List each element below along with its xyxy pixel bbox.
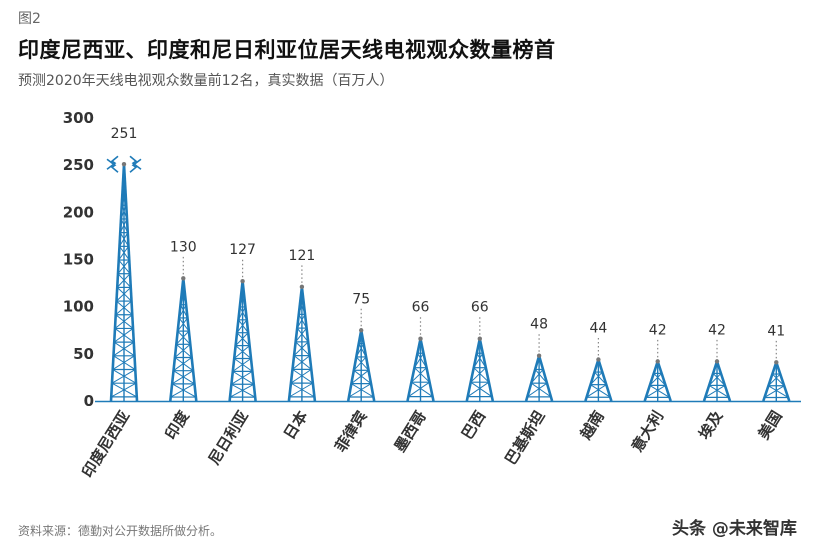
figure-label: 图2: [18, 11, 41, 27]
category-label: 尼日利亚: [205, 408, 252, 468]
y-axis: 0 50 100 150 200 250 300: [63, 109, 801, 410]
bar-tower: [702, 360, 732, 402]
y-tick-label: 100: [63, 298, 94, 316]
y-tick-label: 250: [63, 156, 94, 174]
y-tick-label: 0: [84, 392, 94, 410]
bar-tower: [109, 164, 139, 402]
bars-layer: [109, 164, 791, 402]
category-label: 美国: [755, 408, 786, 443]
bar-value-label: 48: [530, 317, 548, 333]
category-label: 巴基斯坦: [501, 408, 548, 468]
category-label: 印度尼西亚: [78, 408, 133, 481]
bar-tip-dot: [774, 360, 779, 365]
bar-tower: [228, 281, 257, 402]
bar-tip-dot: [121, 162, 127, 167]
y-tick-label: 150: [63, 251, 94, 269]
y-tick-label: 200: [63, 203, 94, 221]
y-tick-label: 50: [73, 345, 94, 363]
bar-value-label: 66: [412, 300, 430, 316]
category-label: 越南: [576, 408, 608, 444]
bar-tower: [524, 355, 554, 402]
bar-tip-dot: [655, 359, 660, 364]
category-label: 巴西: [458, 408, 489, 443]
bar-value-label: 41: [767, 323, 785, 339]
bar-tip-dot: [299, 284, 305, 290]
bar-tower: [406, 338, 435, 402]
bar-tower: [584, 359, 613, 402]
bar-tip-dot: [477, 336, 482, 341]
bar-value-label: 127: [229, 242, 256, 258]
bar-tip-dot: [359, 328, 364, 333]
y-tick-label: 300: [63, 109, 94, 127]
category-label: 埃及: [695, 407, 727, 443]
bar-value-label: 66: [471, 300, 489, 316]
category-label: 菲律宾: [331, 408, 370, 456]
bar-tower: [465, 338, 495, 402]
bar-tower: [346, 330, 376, 402]
bar-tip-dot: [240, 278, 245, 284]
bar-value-label: 42: [649, 322, 667, 338]
category-label: 日本: [280, 408, 311, 443]
watermark: 头条 @未来智库: [672, 519, 797, 539]
bar-tip-dot: [536, 353, 542, 358]
bar-value-label: 251: [111, 126, 138, 142]
category-label: 印度: [162, 407, 194, 443]
bar-value-label: 75: [352, 291, 370, 307]
bar-tower: [762, 361, 791, 402]
signal-icon: [106, 155, 142, 173]
bar-tip-dot: [418, 336, 423, 341]
bar-value-label: 130: [170, 239, 197, 255]
category-label: 意大利: [628, 408, 667, 456]
bar-tower: [643, 360, 672, 402]
bar-tip-dot: [181, 276, 186, 281]
chart-title: 印度尼西亚、印度和尼日利亚位居天线电视观众数量榜首: [18, 38, 556, 62]
labels-layer: 251 印度尼西亚 130 印度 127 尼日利亚 121 日本 75 菲律宾 66 墨西哥 66 巴西 4…: [78, 126, 785, 481]
bar-value-label: 42: [708, 322, 726, 338]
bar-tower: [169, 278, 198, 402]
bar-tower: [287, 286, 317, 402]
bar-tip-dot: [714, 359, 720, 364]
source-note: 资料来源：德勤对公开数据所做分析。: [18, 524, 223, 538]
bar-value-label: 121: [289, 248, 316, 264]
bar-tip-dot: [596, 357, 601, 362]
bar-value-label: 44: [589, 320, 607, 336]
category-label: 墨西哥: [391, 408, 430, 456]
chart-subtitle: 预测2020年天线电视观众数量前12名，真实数据（百万人）: [18, 73, 394, 89]
